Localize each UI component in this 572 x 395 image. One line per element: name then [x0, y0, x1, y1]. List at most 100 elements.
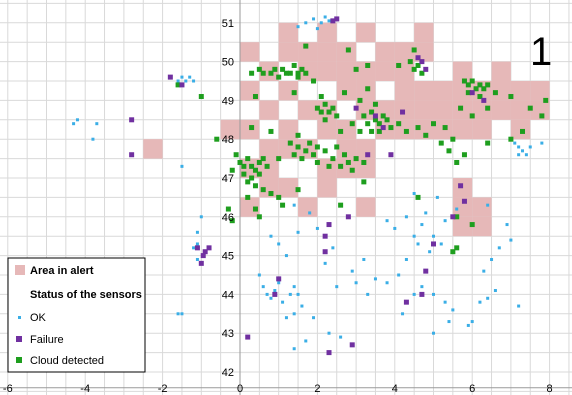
- y-tick-label: 45: [222, 251, 234, 263]
- cloud-point: [403, 128, 409, 134]
- alert-cell: [336, 61, 357, 81]
- cloud-point: [314, 159, 320, 165]
- cloud-point: [477, 94, 483, 100]
- cloud-point: [318, 94, 324, 100]
- cloud-point: [260, 187, 266, 193]
- cloud-point: [365, 86, 371, 92]
- failure-point: [276, 276, 282, 282]
- ok-point: [350, 269, 354, 273]
- cloud-point: [330, 156, 336, 162]
- alert-cell: [356, 100, 376, 120]
- ok-point: [296, 230, 300, 234]
- ok-point: [91, 137, 95, 141]
- ok-point: [277, 242, 281, 246]
- ok-point: [188, 75, 192, 79]
- failure-point: [423, 66, 429, 72]
- failure-point: [419, 291, 425, 297]
- alert-cell: [278, 81, 299, 101]
- cloud-point: [249, 70, 255, 76]
- y-tick-label: 50: [222, 57, 234, 69]
- cloud-point: [485, 82, 491, 88]
- failure-point: [372, 113, 378, 119]
- cloud-point: [280, 202, 286, 208]
- cloud-point: [311, 78, 317, 84]
- cloud-point: [322, 148, 328, 154]
- ok-point: [327, 331, 331, 335]
- ok-point: [72, 122, 76, 126]
- failure-point: [167, 74, 173, 80]
- cloud-point: [345, 47, 351, 53]
- x-tick-label: -2: [158, 383, 168, 395]
- ok-point: [517, 153, 521, 157]
- alert-cell: [375, 61, 395, 81]
- ok-point: [482, 269, 486, 273]
- legend-alert-swatch: [15, 265, 25, 275]
- y-tick-label: 43: [222, 328, 234, 340]
- ok-point: [401, 312, 405, 316]
- cloud-point: [338, 128, 344, 134]
- cloud-point: [481, 86, 487, 92]
- cloud-point: [264, 163, 270, 169]
- cloud-point: [276, 74, 282, 80]
- cloud-point: [431, 121, 436, 127]
- ok-point: [478, 300, 482, 304]
- cloud-point: [372, 101, 378, 107]
- failure-point: [202, 249, 208, 255]
- failure-point: [349, 342, 355, 348]
- cloud-point: [299, 66, 305, 72]
- ok-point: [323, 15, 327, 19]
- panel-label: 1: [530, 30, 552, 74]
- cloud-point: [260, 70, 266, 76]
- cloud-point: [349, 121, 355, 127]
- x-tick-label: -6: [3, 383, 13, 395]
- cloud-point: [361, 179, 367, 185]
- ok-point: [432, 292, 435, 296]
- cloud-point: [454, 159, 460, 165]
- cloud-point: [372, 117, 378, 123]
- ok-point: [385, 281, 389, 285]
- ok-point: [180, 164, 184, 168]
- legend-ok-marker: [18, 316, 21, 319]
- cloud-point: [245, 179, 251, 185]
- cloud-series: [175, 43, 549, 255]
- cloud-point: [326, 163, 332, 169]
- cloud-point: [465, 90, 471, 96]
- cloud-point: [322, 101, 328, 107]
- cloud-point: [469, 113, 475, 119]
- cloud-point: [237, 159, 243, 165]
- ok-point: [176, 79, 180, 83]
- failure-point: [461, 198, 467, 204]
- ok-point: [261, 285, 265, 289]
- alert-cell: [317, 178, 337, 198]
- cloud-point: [295, 144, 301, 150]
- ok-point: [312, 316, 316, 320]
- cloud-point: [198, 94, 204, 100]
- cloud-point: [318, 109, 324, 115]
- cloud-point: [252, 206, 258, 212]
- alert-cell: [356, 197, 376, 217]
- alert-cell: [491, 61, 511, 81]
- x-tick-label: 2: [314, 383, 320, 395]
- cloud-point: [361, 159, 367, 165]
- ok-point: [385, 219, 389, 223]
- ok-point: [524, 153, 528, 157]
- cloud-point: [345, 159, 351, 165]
- cloud-point: [415, 62, 421, 68]
- cloud-point: [442, 125, 448, 131]
- alert-cell: [259, 139, 279, 159]
- ok-point: [513, 141, 517, 145]
- alert-cell: [336, 139, 357, 159]
- ok-point: [466, 323, 470, 327]
- ok-point: [517, 304, 521, 308]
- failure-point: [423, 268, 429, 274]
- x-tick-label: 6: [469, 383, 475, 395]
- ok-point: [292, 285, 296, 289]
- y-tick-label: 46: [222, 212, 234, 224]
- ok-point: [176, 312, 180, 316]
- cloud-point: [376, 121, 382, 127]
- alert-cell: [472, 100, 492, 120]
- x-tick-label: 0: [237, 383, 243, 395]
- ok-point: [373, 277, 377, 281]
- failure-point: [469, 90, 475, 96]
- ok-point: [180, 312, 184, 316]
